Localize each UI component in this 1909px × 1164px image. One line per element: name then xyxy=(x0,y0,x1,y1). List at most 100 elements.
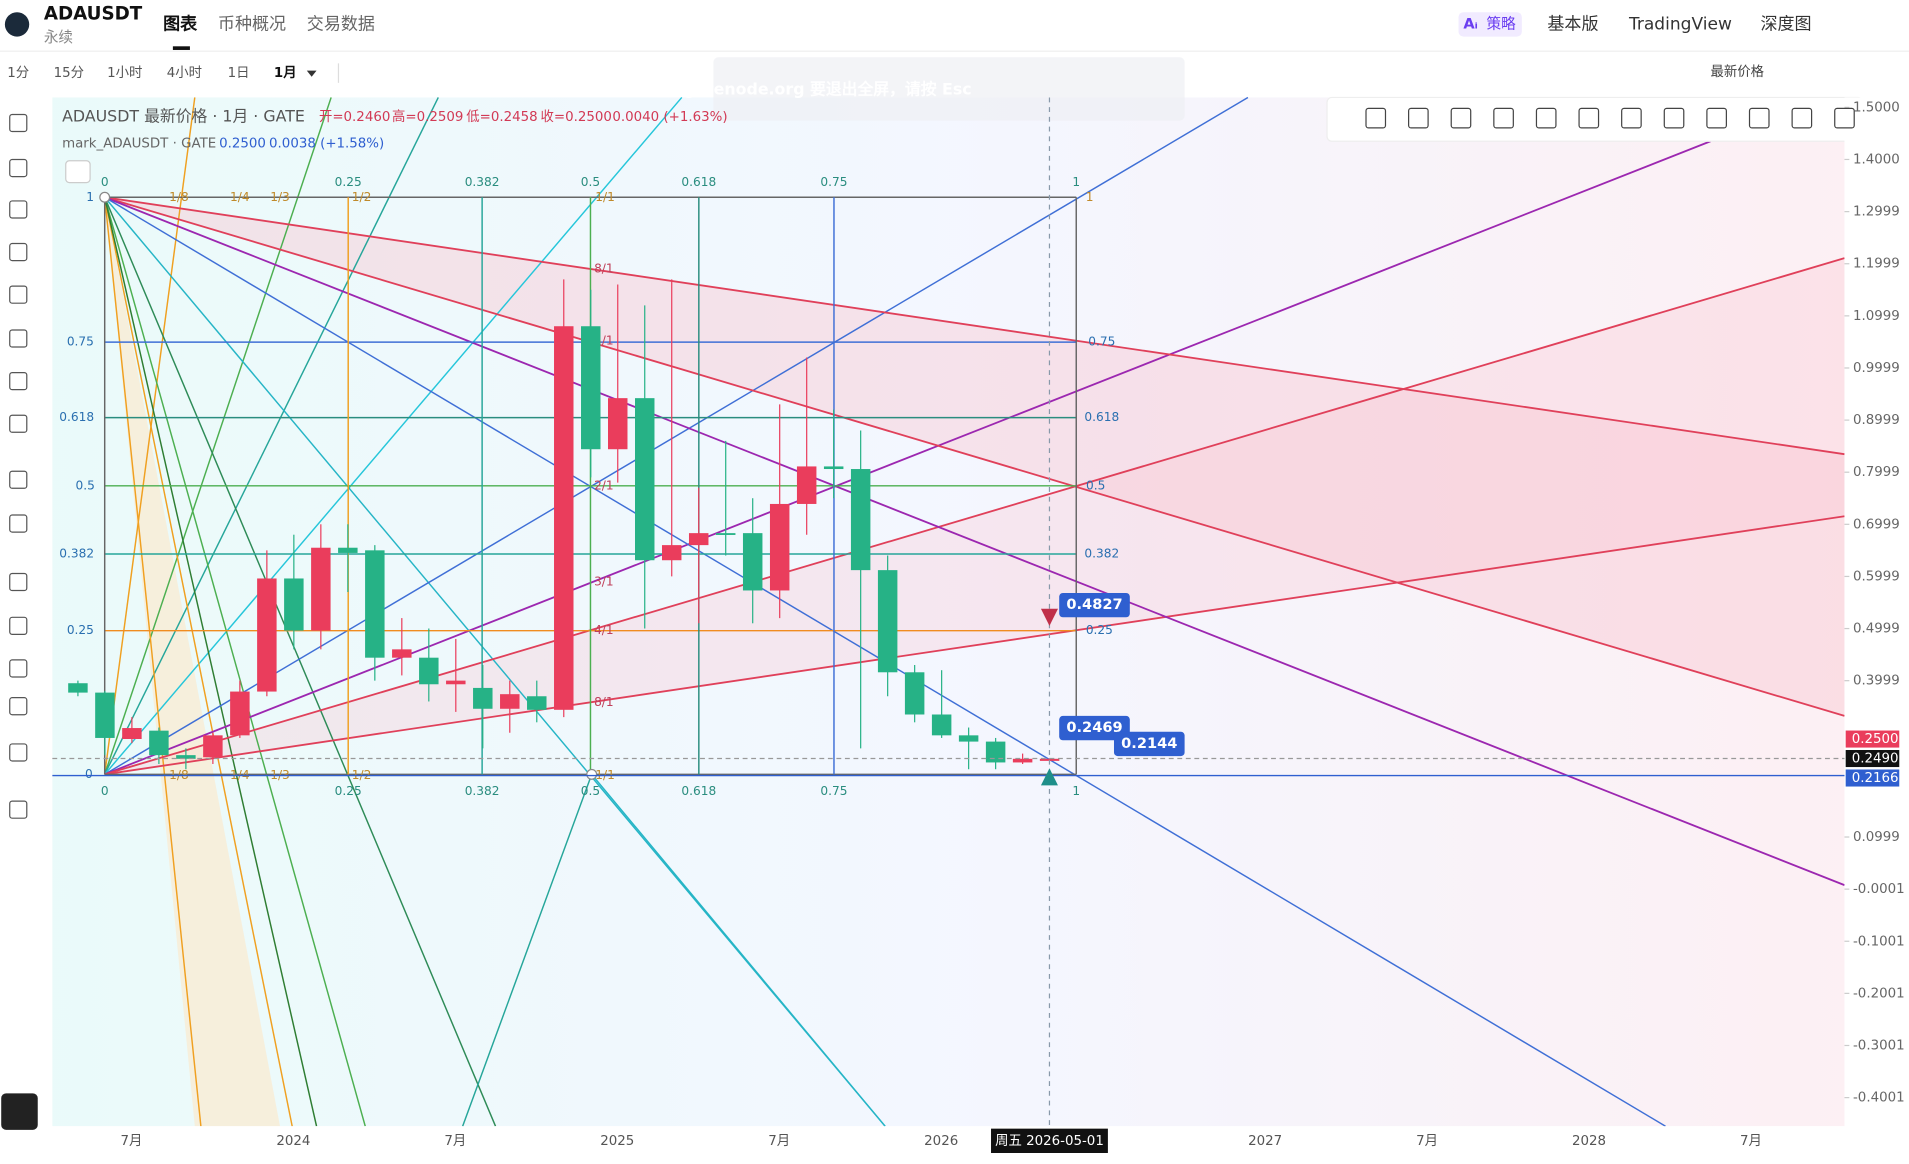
view-tab[interactable]: TradingView xyxy=(1628,14,1732,34)
candle-body xyxy=(446,680,466,685)
view-tab[interactable]: 深度图 xyxy=(1760,14,1811,34)
fan-line xyxy=(104,97,439,775)
fan-line xyxy=(103,197,366,1127)
gann-label: 0.618 xyxy=(59,410,94,424)
tool-icon[interactable] xyxy=(9,329,28,348)
tab[interactable]: 币种概况 xyxy=(218,14,286,34)
candle-body xyxy=(661,545,682,561)
tool-icon[interactable] xyxy=(9,200,28,219)
fullscreen-hint: gatenode.org 要退出全屏，请按 Esc xyxy=(684,80,972,99)
draw-tool-icon[interactable] xyxy=(1365,107,1387,129)
tab-underline xyxy=(172,46,190,50)
fan-line xyxy=(103,197,202,1127)
strategy-button[interactable]: 策略 xyxy=(1487,15,1517,32)
gann-label: 0 xyxy=(85,767,93,781)
gann-label: 0 xyxy=(101,175,109,189)
view-tab[interactable]: 基本版 xyxy=(1547,14,1598,34)
tool-icon[interactable] xyxy=(9,371,28,391)
tool-icon[interactable] xyxy=(9,113,28,133)
draw-tool-icon[interactable] xyxy=(1663,107,1685,129)
candle-body xyxy=(500,694,520,709)
tool-icon[interactable] xyxy=(9,659,28,678)
y-tick-label: 0.6999 xyxy=(1853,517,1900,532)
draw-tool-icon[interactable] xyxy=(1748,107,1770,129)
gann-label: 2/1 xyxy=(594,478,614,492)
price-badge xyxy=(1845,730,1900,748)
tool-icon[interactable] xyxy=(9,158,28,178)
fan-line xyxy=(104,515,1845,776)
candle-body xyxy=(176,755,196,759)
candle-body xyxy=(365,550,385,658)
draw-tool-icon[interactable] xyxy=(1791,107,1813,129)
tool-icon[interactable] xyxy=(9,572,28,592)
tool-icon[interactable] xyxy=(9,470,28,489)
candle-body xyxy=(122,728,142,739)
tool-icon[interactable] xyxy=(9,514,28,533)
draw-tool-icon[interactable] xyxy=(1450,107,1472,129)
legend-mark-change: 0.0038 (+1.58%) xyxy=(269,137,384,152)
tab[interactable]: 图表 xyxy=(163,13,198,34)
candle-body xyxy=(527,696,547,710)
favorite-button[interactable] xyxy=(1,1093,38,1130)
draw-tool-icon[interactable] xyxy=(1493,107,1514,129)
y-tick-label: 0.3999 xyxy=(1853,674,1900,689)
candle-body xyxy=(392,649,412,658)
gann-label: 0.382 xyxy=(465,175,500,189)
interval-button[interactable]: 15分 xyxy=(54,65,84,81)
contract: 永续 xyxy=(44,29,73,46)
tab[interactable]: 交易数据 xyxy=(307,14,375,34)
arrow-up xyxy=(1040,768,1058,786)
tool-icon[interactable] xyxy=(9,285,28,304)
interval-button[interactable]: 1月 xyxy=(274,65,297,81)
price-badge-text: 0.2490 xyxy=(1852,752,1899,767)
price-source-select[interactable]: 最新价格 xyxy=(1711,64,1765,80)
candle-body xyxy=(284,578,304,631)
x-tick-label: 2025 xyxy=(600,1134,634,1149)
ai-badge xyxy=(1458,12,1522,37)
price-badge-text: 0.2166 xyxy=(1852,771,1899,786)
gann-label: 0.618 xyxy=(681,784,716,798)
draw-tool-icon[interactable] xyxy=(1578,107,1600,129)
x-tick-label: 2028 xyxy=(1572,1134,1606,1149)
crosshair-date: 周五 2026-05-01 xyxy=(995,1134,1104,1149)
tool-icon[interactable] xyxy=(9,616,28,635)
header xyxy=(0,0,1909,52)
tool-icon[interactable] xyxy=(9,743,28,762)
gann-label: 0.5 xyxy=(1086,478,1105,492)
tool-icon[interactable] xyxy=(9,242,28,262)
gann-label: 1 xyxy=(1086,190,1094,204)
interval-button[interactable]: 1小时 xyxy=(107,65,142,81)
y-tick-label: 0.7999 xyxy=(1853,465,1900,480)
collapse-button[interactable] xyxy=(65,160,91,184)
draw-tool-icon[interactable] xyxy=(1834,107,1855,129)
interval-button[interactable]: 4小时 xyxy=(167,65,202,81)
gann-label: 0.382 xyxy=(465,784,500,798)
draw-tool-icon[interactable] xyxy=(1706,107,1727,129)
interval-button[interactable]: 1分 xyxy=(7,65,29,81)
tool-icon[interactable] xyxy=(9,697,28,716)
legend-mark: mark_ADAUSDT · GATE xyxy=(62,137,216,152)
gann-label: 0.75 xyxy=(67,335,94,349)
interval-button[interactable]: 1日 xyxy=(228,66,250,81)
tool-icon[interactable] xyxy=(9,414,28,433)
tool-icon[interactable] xyxy=(9,800,28,819)
candle-body xyxy=(68,683,88,693)
candle-body xyxy=(769,503,790,591)
candle-body xyxy=(257,578,277,692)
y-tick-label: 0.4999 xyxy=(1853,622,1900,637)
gann-label: 0 xyxy=(101,784,109,798)
candle-body xyxy=(634,398,655,561)
y-tick-label: -0.3001 xyxy=(1853,1038,1905,1053)
y-tick-label: 0.9999 xyxy=(1853,361,1900,376)
draw-tool-icon[interactable] xyxy=(1621,107,1642,129)
y-tick-label: 1.0999 xyxy=(1853,309,1900,324)
candle-body xyxy=(877,570,898,673)
draw-tool-icon[interactable] xyxy=(1535,107,1557,129)
candle-body xyxy=(958,735,979,742)
x-tick-label: 2027 xyxy=(1248,1134,1282,1149)
draw-tool-icon[interactable] xyxy=(1408,107,1429,129)
candle-body xyxy=(904,672,925,715)
y-tick-label: 0.5999 xyxy=(1853,569,1900,584)
